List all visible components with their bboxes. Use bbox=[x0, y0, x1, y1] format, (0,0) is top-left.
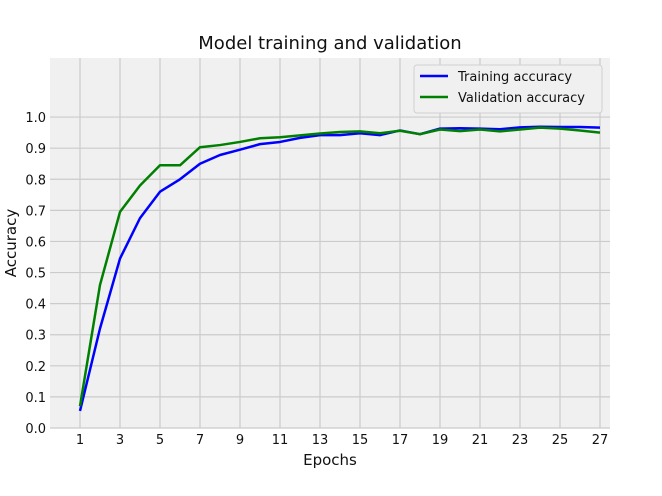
series-layer bbox=[78, 125, 601, 412]
chart-title: Model training and validation bbox=[198, 33, 461, 54]
y-tick-label: 0.7 bbox=[25, 204, 46, 219]
x-tick-label: 1 bbox=[76, 433, 84, 448]
x-tick-label: 15 bbox=[352, 433, 369, 448]
y-tick-label: 0.4 bbox=[25, 298, 46, 313]
y-tick-label: 0.8 bbox=[25, 173, 46, 188]
x-tick-label: 21 bbox=[472, 433, 489, 448]
y-tick-label: 0.5 bbox=[25, 267, 46, 282]
x-tick-label: 17 bbox=[392, 433, 409, 448]
y-axis-label: Accuracy bbox=[2, 209, 20, 278]
grid-lines bbox=[50, 58, 610, 429]
y-tick-label: 1.0 bbox=[25, 111, 46, 126]
legend-label-training: Training accuracy bbox=[457, 70, 572, 85]
x-tick-label: 7 bbox=[196, 433, 204, 448]
y-tick-labels: 0.0 0.1 0.2 0.3 0.4 0.5 0.6 0.7 0.8 0.9 1.0 bbox=[25, 111, 46, 437]
x-tick-label: 5 bbox=[156, 433, 164, 448]
series-line-validation bbox=[78, 126, 601, 407]
x-tick-label: 9 bbox=[236, 433, 244, 448]
y-tick-label: 0.3 bbox=[25, 329, 46, 344]
legend-box bbox=[413, 64, 603, 114]
x-axis-label: Epochs bbox=[303, 451, 357, 469]
x-tick-label: 11 bbox=[272, 433, 289, 448]
y-tick-label: 0.6 bbox=[25, 235, 46, 250]
x-tick-label: 19 bbox=[432, 433, 449, 448]
x-tick-label: 3 bbox=[116, 433, 124, 448]
y-tick-label: 0.9 bbox=[25, 142, 46, 157]
legend: Training accuracy Validation accuracy bbox=[413, 64, 603, 114]
y-tick-label: 0.0 bbox=[25, 422, 46, 437]
legend-label-validation: Validation accuracy bbox=[458, 91, 585, 106]
x-tick-label: 13 bbox=[312, 433, 329, 448]
x-tick-labels: 1 3 5 7 9 11 13 15 17 19 21 23 25 27 bbox=[76, 433, 608, 448]
x-tick-label: 23 bbox=[512, 433, 529, 448]
series-line-training bbox=[78, 125, 601, 412]
y-tick-label: 0.1 bbox=[25, 391, 46, 406]
x-tick-label: 27 bbox=[592, 433, 609, 448]
x-tick-label: 25 bbox=[552, 433, 569, 448]
y-tick-label: 0.2 bbox=[25, 360, 46, 375]
